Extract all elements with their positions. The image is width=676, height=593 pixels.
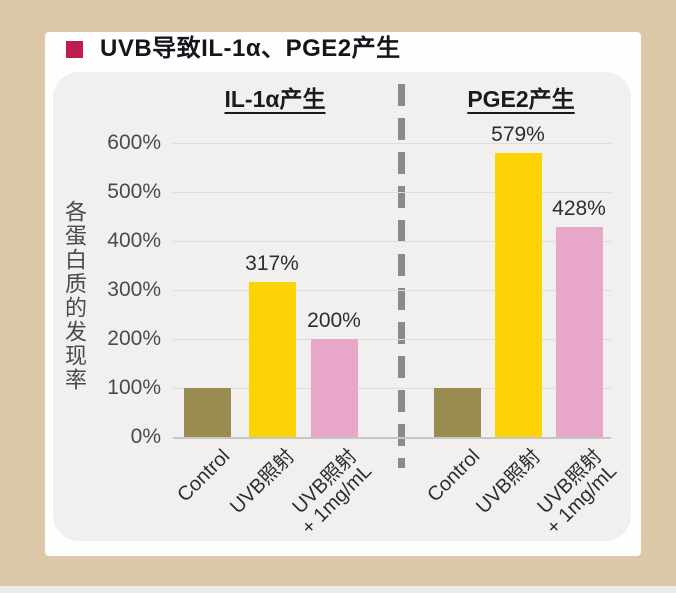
data-label-group1-1: 317% xyxy=(245,251,299,275)
y-tick-label-200: 200% xyxy=(107,327,161,350)
bar-group1-0 xyxy=(183,388,231,437)
dashed-divider xyxy=(398,84,405,468)
y-axis-title: 各蛋白质的发现率 xyxy=(62,200,87,392)
y-tick-label-0: 0% xyxy=(130,425,161,448)
bullet-square-icon xyxy=(66,40,83,58)
gridline-600 xyxy=(173,143,611,144)
bar-group2-1 xyxy=(494,153,542,437)
page-title: UVB导致IL-1α、PGE2产生 xyxy=(100,35,401,62)
slide-title-row: UVB导致IL-1α、PGE2产生 xyxy=(66,34,401,64)
bottom-strip xyxy=(0,586,676,593)
y-tick-label-500: 500% xyxy=(107,180,161,203)
bar-group2-0 xyxy=(433,388,481,437)
gridline-200 xyxy=(173,339,611,340)
y-tick-label-400: 400% xyxy=(107,229,161,252)
data-label-group1-2: 200% xyxy=(307,309,361,332)
gridline-100 xyxy=(173,388,611,389)
chart-panel: IL-1α产生 PGE2产生 各蛋白质的发现率 600% 500% 400% 300%… xyxy=(53,72,631,541)
gridline-0 xyxy=(173,437,611,439)
y-tick-label-100: 100% xyxy=(107,376,161,399)
bar-group2-2 xyxy=(555,227,603,437)
gridline-400 xyxy=(173,241,611,242)
bar-group1-2 xyxy=(310,339,358,437)
chart-group-title-pge2: PGE2产生 xyxy=(467,86,575,112)
bar-group1-1 xyxy=(248,281,296,437)
x-tick-label-group2-0: Control xyxy=(422,445,484,507)
data-label-group2-2: 428% xyxy=(552,197,606,221)
x-tick-label-group1-0: Control xyxy=(172,445,234,507)
content-card: UVB导致IL-1α、PGE2产生 IL-1α产生 PGE2产生 各蛋白质的发现… xyxy=(45,32,641,556)
data-label-group2-1: 579% xyxy=(491,123,545,147)
gridline-500 xyxy=(173,192,611,193)
chart-group-title-il1a: IL-1α产生 xyxy=(224,86,326,112)
gridline-300 xyxy=(173,290,611,291)
y-tick-label-600: 600% xyxy=(107,131,161,154)
y-tick-label-300: 300% xyxy=(107,278,161,301)
